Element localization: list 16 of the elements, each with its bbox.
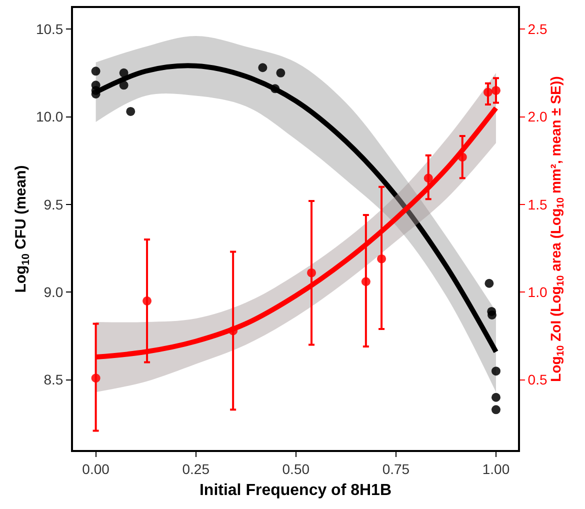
y2-tick-label: 1.0 [528,284,548,300]
x-tick-label: 0.50 [282,460,310,477]
y2-tick-label: 1.5 [528,196,548,212]
x-tick-label: 0.75 [382,460,410,477]
x-tick-label: 0.00 [82,460,110,477]
y2-tick-label: 2.5 [528,20,548,37]
y-tick-label: 10.5 [36,20,64,37]
y2-tick-label: 0.5 [528,372,548,388]
y-tick-label: 9.0 [44,284,64,300]
y-tick-label: 10.0 [36,108,64,125]
y-tick-label: 9.5 [44,196,64,212]
x-axis-title: Initial Frequency of 8H1B [199,482,392,499]
y-tick-label: 8.5 [44,372,64,388]
y2-tick-label: 2.0 [528,108,548,125]
x-tick-label: 0.25 [182,460,210,477]
x-tick-label: 1.00 [482,460,510,477]
